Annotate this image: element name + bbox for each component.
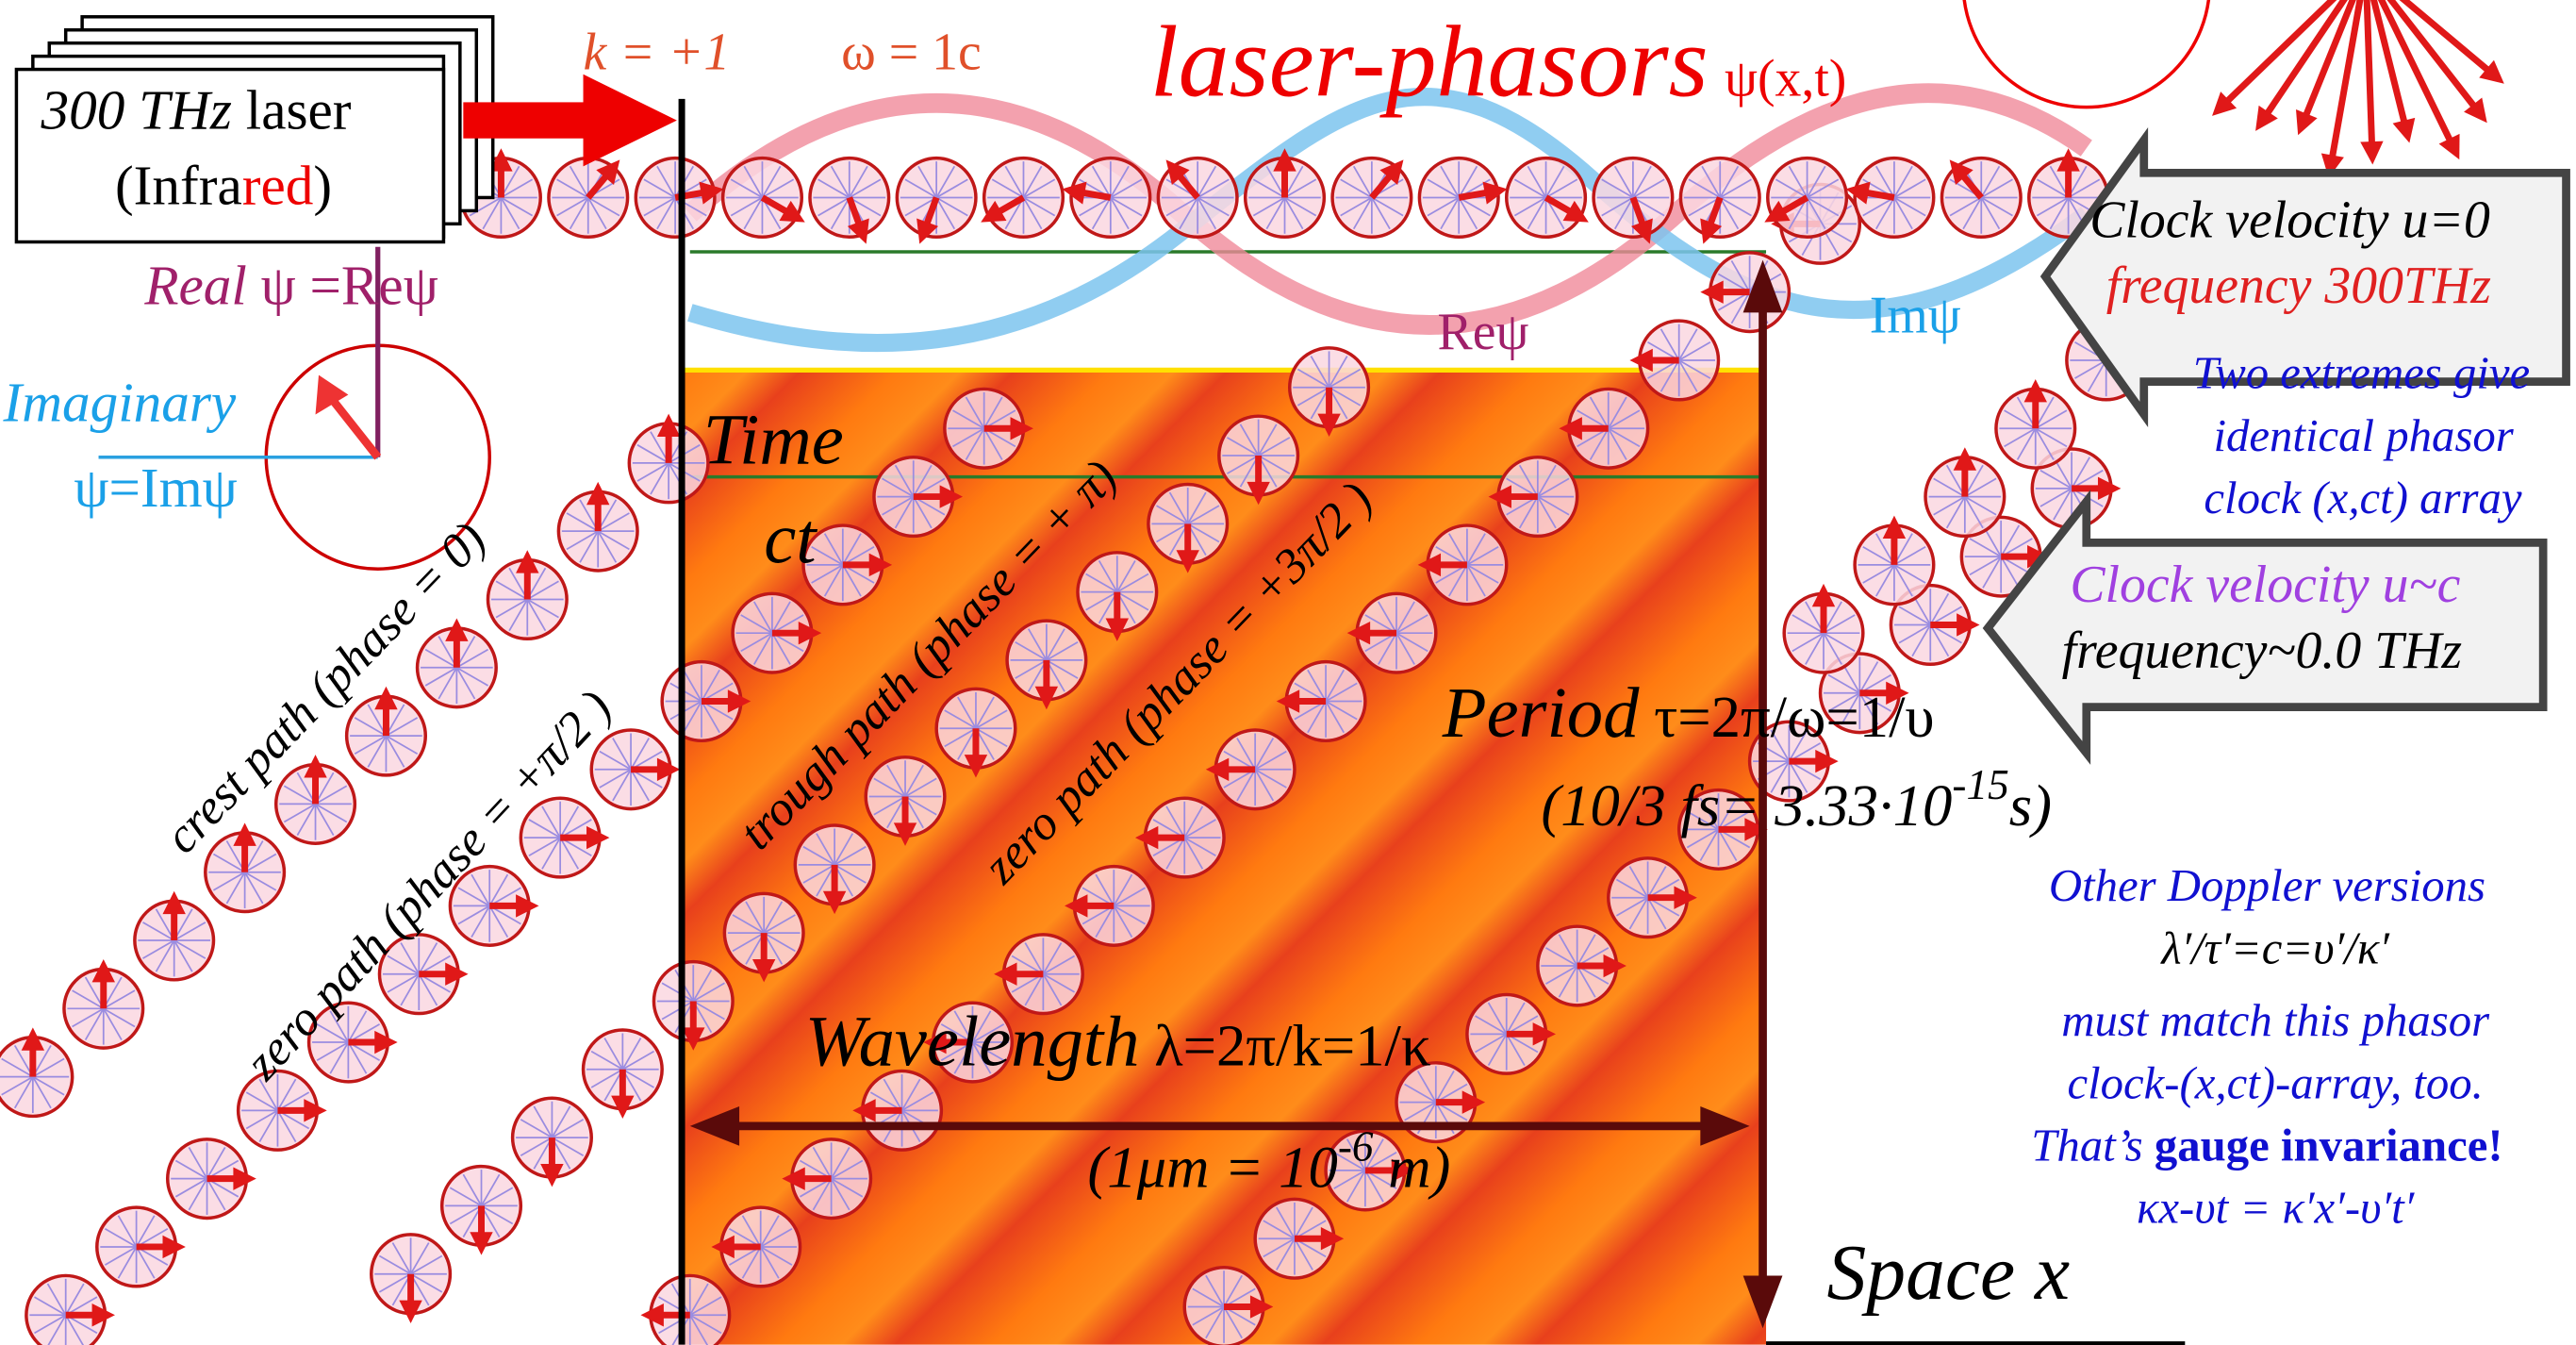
unit: m) [1374, 1134, 1451, 1200]
gauge: gauge invariance! [2155, 1120, 2503, 1171]
big-phasor [1963, 0, 2209, 108]
k-label: k = +1 [584, 24, 731, 82]
thats: That’s [2031, 1120, 2155, 1171]
phasor-fan [2212, 0, 2504, 178]
diagram: 300 THz laser (Infrared) k = +1 ω = 1c l… [0, 0, 2576, 1345]
phasor [1507, 158, 1589, 238]
real-label: Real ψ =Reψ [143, 255, 438, 317]
laser-label: 300 THz laser [41, 78, 352, 141]
note-line: Two extremes give [2193, 348, 2531, 399]
phasor [810, 158, 889, 244]
im-label: Imψ [1870, 286, 1961, 344]
arrowhead [2360, 141, 2383, 165]
phasor [723, 158, 805, 238]
phasor [549, 158, 628, 238]
arrow-line: Clock velocity u~c [2070, 556, 2460, 614]
infra: (Infra [115, 154, 242, 216]
phasor [64, 959, 143, 1048]
laser-word: laser [232, 78, 352, 141]
phasor [1332, 158, 1412, 238]
note-line: must match this phasor [2061, 995, 2490, 1046]
wavelength-number: (1μm = 10 [1087, 1134, 1337, 1200]
phasor [347, 687, 426, 775]
arrowhead [2393, 118, 2416, 143]
wavelength-formula: λ=2π/k=1/κ [1140, 1012, 1431, 1078]
close: ) [313, 154, 332, 216]
phasor [558, 482, 637, 571]
laser-power: 300 THz [41, 78, 232, 141]
phasor [513, 1098, 592, 1187]
phasor [1855, 516, 1934, 605]
note-line: That’s gauge invariance! [2031, 1120, 2502, 1171]
phasor-arrow [2366, 0, 2372, 148]
exponent: -6 [1338, 1122, 1374, 1170]
time-label: Time [703, 400, 844, 480]
period-value: (10/3 fs= 3.33·10-15s) [1541, 761, 2052, 839]
note-line: clock-(x,ct)-array, too. [2067, 1057, 2483, 1108]
phasor [1062, 158, 1149, 238]
phasor [276, 755, 355, 843]
omega-label: ω = 1c [841, 24, 982, 82]
title: laser-phasors ψ(x,t) [1150, 6, 1847, 118]
arrow-line: frequency~0.0 THz [2062, 622, 2462, 680]
phasor [584, 1030, 663, 1119]
real-word: Real [143, 255, 247, 317]
title-function: ψ(x,t) [1725, 49, 1846, 108]
ct-label: ct [764, 498, 817, 578]
phasor [1419, 158, 1507, 238]
phasor [372, 1235, 451, 1323]
re-label: Reψ [1438, 303, 1529, 361]
imag-word: Imaginary [2, 371, 236, 433]
phasor [0, 1027, 73, 1116]
imag-formula: ψ=Imψ [74, 457, 237, 519]
wavelength-value: (1μm = 10-6 m) [1087, 1122, 1450, 1200]
phasor [1996, 379, 2075, 468]
note-line: clock (x,ct) array [2204, 473, 2521, 523]
phasor [1158, 158, 1237, 238]
phasor [239, 1071, 327, 1151]
phasor [1925, 447, 2005, 536]
phasor [97, 1207, 186, 1287]
phasor [897, 158, 976, 244]
phasor-arrow [328, 395, 377, 457]
phasor [168, 1139, 256, 1219]
arrow-line: Clock velocity u=0 [2089, 191, 2490, 249]
laser-beam [463, 102, 594, 138]
period-formula: τ=2π/ω=1/υ [1639, 684, 1934, 750]
space-label: Space x [1826, 1229, 2070, 1317]
wavelength-label: Wavelength λ=2π/k=1/κ [805, 1001, 1431, 1081]
note-line: identical phasor [2213, 410, 2514, 461]
phasor [26, 1275, 115, 1345]
phasor [981, 158, 1063, 238]
phasor [1784, 584, 1863, 672]
period-number: (10/3 fs= 3.33·10 [1541, 772, 1952, 839]
phasor [1680, 158, 1759, 244]
real-formula: ψ =Reψ [247, 255, 438, 317]
wavelength-word: Wavelength [805, 1001, 1140, 1081]
arrowhead [584, 75, 677, 167]
phasor [442, 1167, 521, 1255]
unit: s) [2009, 772, 2052, 839]
phasor [1764, 158, 1846, 238]
note-line: κx-υt = κ′x′-υ′t′ [2137, 1183, 2416, 1234]
phasor [418, 619, 497, 707]
page: {"laser_box":{"power":"300 THz","label":… [0, 0, 2576, 1345]
exponent: -15 [1952, 761, 2008, 808]
phasor [641, 1275, 730, 1345]
note-line: λ′/τ′=c=υ′/κ′ [2159, 922, 2390, 973]
phasor [591, 730, 680, 809]
phasor [487, 550, 567, 639]
laser-sub: (Infrared) [115, 154, 332, 216]
title-main: laser-phasors [1150, 6, 1709, 118]
phasor [135, 891, 214, 980]
arrow-line: frequency 300THz [2106, 257, 2491, 315]
phasor-arrow [2332, 0, 2366, 161]
period-word: Period [1442, 672, 1640, 753]
phasor [1941, 158, 2021, 238]
red: red [242, 154, 314, 216]
period-label: Period τ=2π/ω=1/υ [1442, 672, 1935, 753]
note-line: Other Doppler versions [2049, 860, 2485, 911]
